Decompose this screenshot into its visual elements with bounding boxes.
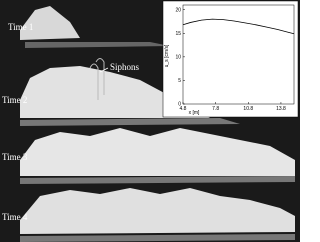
flume — [20, 176, 295, 184]
annotation: Siphons — [110, 62, 140, 72]
annotation-arrow — [99, 67, 109, 73]
plot-area — [182, 4, 295, 105]
panel-label: Time 1 — [8, 22, 33, 32]
flume — [20, 234, 295, 242]
x-tick-label: 4.8 — [180, 106, 187, 112]
x-tick-label: 13.8 — [276, 106, 286, 112]
x-tick-label: 7.8 — [212, 106, 219, 112]
figure: Time 1 Time 2 Time 3 Time 4 Siphons x [m… — [0, 0, 300, 242]
y-tick-label: 5 — [178, 78, 181, 84]
foam — [20, 128, 295, 176]
data-line — [182, 18, 295, 35]
panel-label: Time 3 — [2, 152, 28, 162]
y-tick-label: 15 — [175, 31, 181, 37]
flume — [20, 118, 240, 126]
x-tick-label: 10.8 — [243, 106, 253, 112]
y-tick-label: 0 — [178, 102, 181, 108]
panel-label: Time 4 — [2, 212, 28, 222]
siphon — [89, 58, 105, 100]
y-axis-label: u_s [cm/s] — [164, 44, 170, 67]
y-tick-label: 10 — [175, 55, 181, 61]
foam — [20, 6, 80, 40]
flume — [25, 42, 170, 48]
foam — [20, 188, 295, 234]
y-tick-label: 20 — [175, 7, 181, 13]
x-axis-label: x [m] — [189, 110, 200, 116]
panel-label: Time 2 — [2, 95, 27, 105]
foam — [20, 66, 210, 118]
